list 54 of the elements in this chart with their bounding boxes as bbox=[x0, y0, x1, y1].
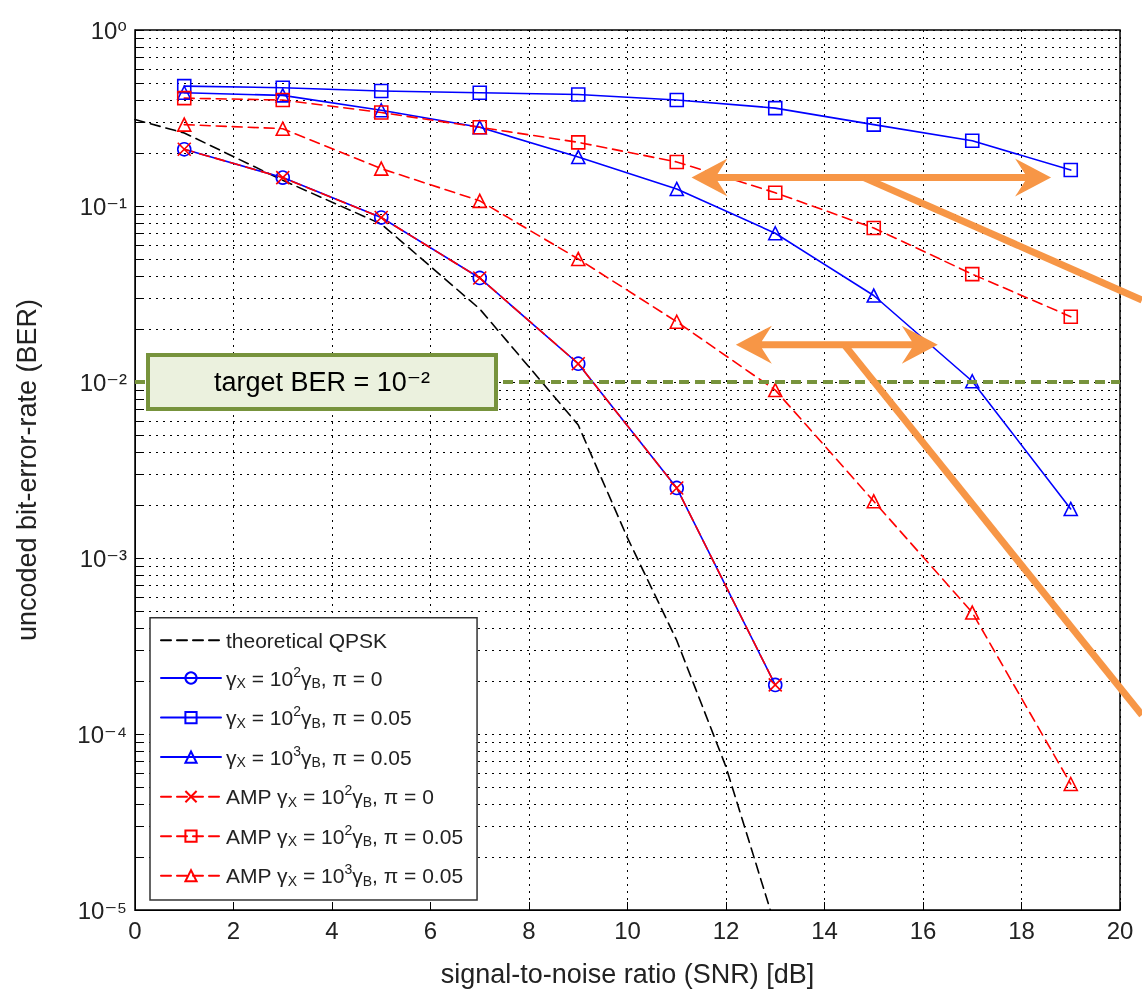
x-axis-title: signal-to-noise ratio (SNR) [dB] bbox=[440, 958, 815, 989]
point bbox=[669, 314, 685, 330]
point bbox=[1063, 776, 1079, 792]
x-tick-label: 16 bbox=[909, 916, 937, 944]
point bbox=[1063, 162, 1079, 178]
point bbox=[275, 80, 291, 96]
point bbox=[275, 92, 291, 108]
point bbox=[964, 266, 980, 282]
point bbox=[964, 605, 980, 620]
point bbox=[866, 220, 882, 236]
x-tick-label: 18 bbox=[1008, 916, 1035, 944]
x-tick-label: 2 bbox=[226, 916, 241, 944]
y-tick-label: 10⁻¹ bbox=[79, 192, 127, 220]
point bbox=[1063, 309, 1079, 324]
point bbox=[669, 92, 685, 108]
point bbox=[767, 185, 783, 200]
x-tick-label: 4 bbox=[325, 916, 339, 944]
point bbox=[275, 121, 291, 136]
point bbox=[767, 100, 783, 116]
point bbox=[669, 154, 685, 170]
point bbox=[176, 78, 192, 94]
point bbox=[866, 117, 882, 132]
point bbox=[176, 117, 192, 132]
point bbox=[570, 135, 586, 150]
point bbox=[767, 225, 783, 241]
y-tick-label: 10⁻⁵ bbox=[77, 896, 127, 924]
x-tick-label: 12 bbox=[712, 916, 740, 944]
point bbox=[866, 288, 882, 303]
x-tick-label: 6 bbox=[423, 916, 438, 944]
x-tick-label: 0 bbox=[128, 916, 142, 944]
point bbox=[472, 85, 488, 101]
y-tick-label: 10⁻² bbox=[79, 368, 127, 396]
x-tick-label: 20 bbox=[1106, 916, 1134, 944]
point bbox=[176, 90, 192, 106]
y-tick-label: 10⁻³ bbox=[79, 544, 127, 572]
point bbox=[570, 87, 586, 102]
point bbox=[964, 133, 980, 148]
point bbox=[767, 382, 783, 398]
point bbox=[373, 83, 389, 99]
y-axis-title: uncoded bit-error-rate (BER) bbox=[11, 298, 42, 642]
y-tick-label: 10⁰ bbox=[90, 16, 127, 44]
point bbox=[1063, 501, 1079, 517]
point bbox=[570, 149, 586, 165]
point bbox=[866, 493, 882, 509]
x-tick-label: 8 bbox=[522, 916, 536, 944]
ref-line-label: target BER = 10⁻² bbox=[213, 367, 431, 397]
y-tick-label: 10⁻⁴ bbox=[77, 720, 127, 748]
legend-label: theoretical QPSK bbox=[226, 628, 388, 652]
point bbox=[472, 193, 488, 209]
x-tick-label: 10 bbox=[614, 916, 641, 944]
point bbox=[373, 161, 389, 176]
x-tick-label: 14 bbox=[811, 916, 838, 944]
point bbox=[570, 251, 586, 267]
point bbox=[669, 181, 685, 197]
